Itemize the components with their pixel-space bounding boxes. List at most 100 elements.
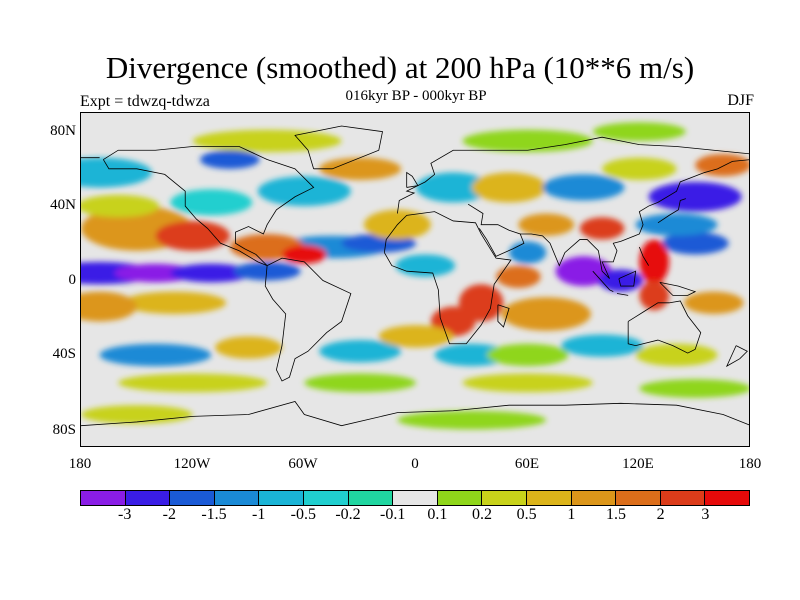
colorbar-swatch — [170, 491, 215, 505]
divergence-contour — [648, 181, 742, 212]
divergence-contour — [257, 176, 351, 207]
divergence-contour — [121, 291, 227, 314]
divergence-contour — [639, 280, 670, 311]
x-tick-label: 0 — [411, 456, 419, 472]
coastline — [627, 300, 702, 354]
divergence-contour — [602, 157, 677, 180]
divergence-contour — [501, 297, 591, 331]
divergence-contour — [639, 379, 749, 398]
colorbar-swatch — [571, 491, 617, 505]
colorbar-swatch — [393, 491, 438, 505]
divergence-contour — [170, 263, 253, 283]
divergence-contour — [579, 217, 625, 240]
colorbar-swatch — [705, 491, 749, 505]
colorbar-label: -0.1 — [379, 506, 406, 523]
coastline — [520, 159, 749, 279]
colorbar-label: 3 — [701, 506, 710, 523]
y-tick-label: 0 — [68, 272, 77, 288]
colorbar-label: -0.2 — [335, 506, 361, 523]
colorbar-swatch — [214, 491, 260, 505]
divergence-contour — [81, 157, 152, 188]
colorbar-swatch — [482, 491, 527, 505]
divergence-contour — [639, 239, 670, 285]
divergence-contour — [416, 172, 491, 203]
coastline — [396, 136, 749, 214]
colorbar — [80, 490, 750, 506]
colorbar-swatch — [303, 491, 349, 505]
colorbar-swatch — [616, 491, 661, 505]
divergence-contour — [99, 343, 212, 367]
coastline — [294, 125, 383, 170]
divergence-contour — [598, 269, 644, 292]
coastline — [81, 401, 749, 427]
coastline — [497, 304, 510, 328]
divergence-contour — [200, 150, 260, 169]
x-tick-label: 60W — [288, 456, 318, 472]
divergence-contour — [282, 245, 327, 264]
colorbar-label: 1 — [567, 506, 576, 523]
divergence-contour — [319, 340, 402, 363]
divergence-contour — [462, 129, 593, 153]
colorbar-label: -2 — [162, 506, 176, 523]
divergence-contour — [395, 254, 456, 277]
divergence-contour — [118, 373, 268, 393]
divergence-contour — [635, 343, 718, 367]
colorbar-label: -3 — [117, 506, 132, 523]
colorbar-label: -0.5 — [290, 506, 316, 523]
coastline — [659, 281, 697, 296]
colorbar-label: -1 — [251, 506, 266, 523]
divergence-contour — [434, 343, 510, 367]
divergence-contour — [486, 343, 569, 367]
coastline — [725, 345, 748, 368]
divergence-contour — [518, 213, 575, 236]
x-tick-label: 120E — [622, 456, 654, 472]
divergence-contour — [462, 373, 593, 393]
divergence-contour — [233, 261, 301, 281]
divergence-contour — [661, 232, 729, 255]
divergence-contour — [592, 122, 686, 141]
divergence-field — [81, 122, 749, 430]
colorbar-swatch — [81, 491, 126, 505]
coastline — [616, 293, 629, 296]
colorbar-label: 0.5 — [516, 506, 537, 523]
coastline — [383, 211, 512, 345]
x-tick-label: 60E — [514, 456, 540, 472]
divergence-contour — [695, 153, 749, 177]
divergence-contour — [378, 325, 454, 348]
x-tick-label: 120W — [173, 456, 211, 472]
divergence-contour — [304, 373, 416, 393]
colorbar-swatch — [526, 491, 572, 505]
season-label: DJF — [727, 92, 754, 109]
figure-title: Divergence (smoothed) at 200 hPa (10**6 … — [105, 50, 695, 85]
colorbar-label: -1.5 — [201, 506, 227, 523]
colorbar-label: 1.5 — [606, 506, 626, 523]
colorbar-swatch — [660, 491, 706, 505]
colorbar-label: 0.2 — [472, 506, 492, 523]
coastline — [657, 198, 686, 224]
coastline — [406, 171, 419, 188]
y-tick-label: 80S — [52, 422, 76, 438]
divergence-contour — [81, 405, 193, 424]
divergence-contour — [561, 334, 644, 357]
colorbar-label: 2 — [656, 506, 665, 523]
coastline — [592, 270, 614, 293]
divergence-contour — [509, 241, 547, 264]
divergence-contour — [215, 336, 282, 359]
divergence-contour — [471, 172, 547, 203]
coastline — [638, 246, 649, 266]
colorbar-swatch — [348, 491, 394, 505]
divergence-contour — [192, 129, 342, 153]
divergence-contour — [555, 256, 612, 287]
divergence-contour — [542, 174, 625, 201]
x-tick-label: 180 — [738, 456, 762, 472]
experiment-label: Expt = tdwzq-tdwza — [80, 93, 210, 110]
y-tick-label: 80N — [50, 123, 76, 139]
colorbar-swatch — [437, 491, 483, 505]
period-label: 016kyr BP - 000kyr BP — [345, 88, 487, 104]
coastline — [618, 270, 637, 287]
divergence-contour — [684, 291, 744, 314]
divergence-contour — [496, 265, 541, 288]
map-plot-area — [80, 112, 750, 447]
colorbar-label: 0.1 — [427, 506, 448, 523]
divergence-contour — [635, 213, 718, 236]
